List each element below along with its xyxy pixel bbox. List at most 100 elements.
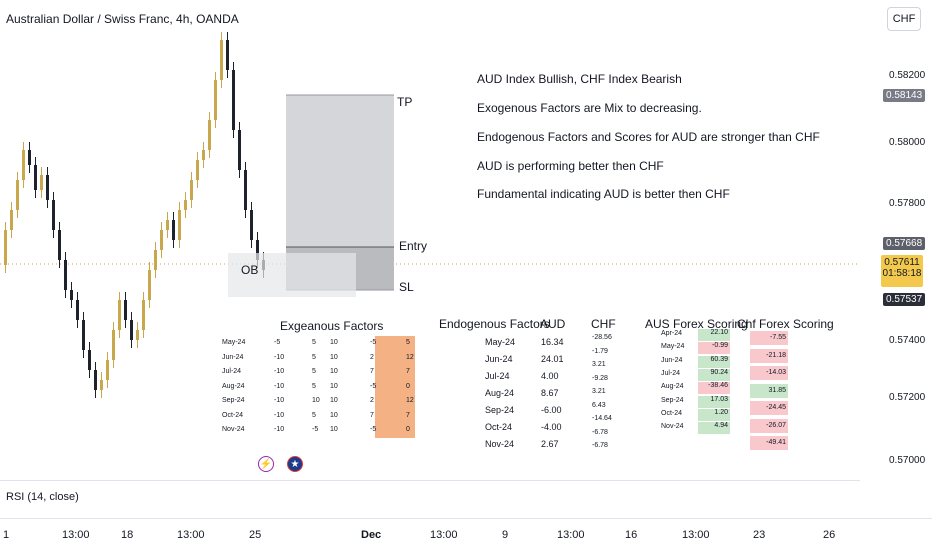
candle-body xyxy=(190,180,193,200)
lightning-icon[interactable]: ⚡ xyxy=(258,456,274,472)
time-tick: 23 xyxy=(753,529,766,541)
exo-cell: 12 xyxy=(406,353,414,361)
exo-month: Nov-24 xyxy=(222,426,245,433)
exo-month: Jul-24 xyxy=(222,368,242,375)
aus-score-cell: 60.39 xyxy=(698,355,730,368)
note-1: AUD Index Bullish, CHF Index Bearish xyxy=(477,72,682,86)
endo-month: Jun-24 xyxy=(485,354,513,364)
endo-month: Sep-24 xyxy=(485,405,515,415)
candle-body xyxy=(142,300,145,330)
time-tick: 13:00 xyxy=(682,529,710,541)
note-4: AUD is performing better then CHF xyxy=(477,159,664,173)
score-month: Apr-24 xyxy=(661,330,683,337)
endo-aud-value: -4.00 xyxy=(541,422,562,432)
score-month: Jul-24 xyxy=(661,369,681,377)
endo-chf-header: CHF xyxy=(591,317,616,331)
currency-button[interactable]: CHF xyxy=(887,7,921,31)
time-axis[interactable] xyxy=(0,518,932,551)
time-tick: 13:00 xyxy=(430,529,458,541)
exo-month: Oct-24 xyxy=(222,411,244,419)
price-label: 0.57400 xyxy=(889,335,926,346)
exo-cell: 10 xyxy=(312,397,320,404)
current-price-tag: 0.57611 01:58:18 xyxy=(881,255,923,287)
exo-cell: -10 xyxy=(274,382,285,390)
endo-chf-value: -14.64 xyxy=(592,415,612,422)
candle-body xyxy=(124,300,127,320)
endo-table-title: Endogenous Factors xyxy=(439,317,550,331)
candle-body xyxy=(16,180,19,210)
candle-body xyxy=(172,220,175,240)
price-chart[interactable] xyxy=(0,0,860,480)
exo-cell: 5 xyxy=(312,368,316,375)
endo-aud-header: AUD xyxy=(540,317,566,331)
aus-score-cell: 4.94 xyxy=(698,422,730,435)
exo-cell: 7 xyxy=(406,368,410,375)
candle-body xyxy=(178,210,181,240)
score-month: Aug-24 xyxy=(661,383,684,391)
sl-label: SL xyxy=(399,280,414,294)
score-month: Jun-24 xyxy=(661,356,683,364)
endo-aud-value: 24.01 xyxy=(541,354,564,364)
candle-body xyxy=(184,200,187,210)
rsi-label[interactable]: RSI (14, close) xyxy=(6,491,79,503)
aus-score-cell: 22.10 xyxy=(698,329,730,341)
endo-chf-value: 3.21 xyxy=(592,361,606,368)
endo-month: May-24 xyxy=(485,337,516,347)
exo-cell: 12 xyxy=(406,397,414,404)
candle-body xyxy=(250,210,253,240)
exo-cell: 10 xyxy=(330,353,338,361)
endo-chf-value: -6.78 xyxy=(592,428,608,436)
exo-month: Jun-24 xyxy=(222,353,244,361)
exo-cell: -10 xyxy=(274,411,285,419)
note-5: Fundamental indicating AUD is better the… xyxy=(477,187,730,201)
candle-body xyxy=(220,40,223,80)
candle-body xyxy=(256,240,259,260)
chf-score-cell: 31.85 xyxy=(750,383,788,398)
chf-score-cell: -26.07 xyxy=(750,418,788,433)
chf-score-cell: -14.03 xyxy=(750,366,788,380)
endo-month: Oct-24 xyxy=(485,422,513,432)
candle-body xyxy=(154,250,157,270)
bar-countdown: 01:58:18 xyxy=(882,268,922,279)
exo-cell: -10 xyxy=(274,426,285,433)
time-tick: 18 xyxy=(121,529,134,541)
candle-body xyxy=(118,300,121,330)
candle-body xyxy=(106,360,109,380)
tp-zone xyxy=(286,95,394,247)
candle-body xyxy=(94,370,97,390)
current-price: 0.57611 xyxy=(884,257,920,268)
exo-cell: 10 xyxy=(330,397,338,404)
tp-label: TP xyxy=(397,95,413,109)
order-block xyxy=(228,253,356,297)
exo-cell: 10 xyxy=(330,382,338,390)
candle-body xyxy=(112,330,115,360)
candle-body xyxy=(52,200,55,230)
note-3: Endogenous Factors and Scores for AUD ar… xyxy=(477,130,820,144)
exo-cell: 10 xyxy=(330,368,338,375)
exo-cell: -5 xyxy=(370,426,377,433)
candle-body xyxy=(58,230,61,260)
exo-cell: 5 xyxy=(312,353,316,361)
time-tick: 13:00 xyxy=(557,529,585,541)
exo-cell: 7 xyxy=(370,411,374,419)
rsi-pane[interactable] xyxy=(0,480,860,519)
score-month: Nov-24 xyxy=(661,423,684,431)
aus-score-cell: 17.03 xyxy=(698,395,730,408)
chf-score-cell: -24.45 xyxy=(750,401,788,415)
exo-cell: -5 xyxy=(312,426,319,433)
candle-body xyxy=(40,175,43,190)
endo-chf-value: 3.21 xyxy=(592,388,606,395)
price-label: 0.58000 xyxy=(889,137,926,148)
time-tick: 9 xyxy=(502,529,509,541)
time-tick: Dec xyxy=(361,529,382,541)
candle-body xyxy=(232,70,235,130)
candle-body xyxy=(148,270,151,300)
candle-body xyxy=(226,40,229,70)
aus-score-cell: 90.24 xyxy=(698,368,730,381)
exo-cell: -5 xyxy=(370,339,377,346)
price-label: 0.57200 xyxy=(889,392,926,403)
chf-score-cell: -49.41 xyxy=(750,436,788,450)
time-tick: 1 xyxy=(3,529,10,541)
endo-aud-value: 4.00 xyxy=(541,371,559,381)
australia-flag-icon[interactable]: ★ xyxy=(287,456,303,472)
